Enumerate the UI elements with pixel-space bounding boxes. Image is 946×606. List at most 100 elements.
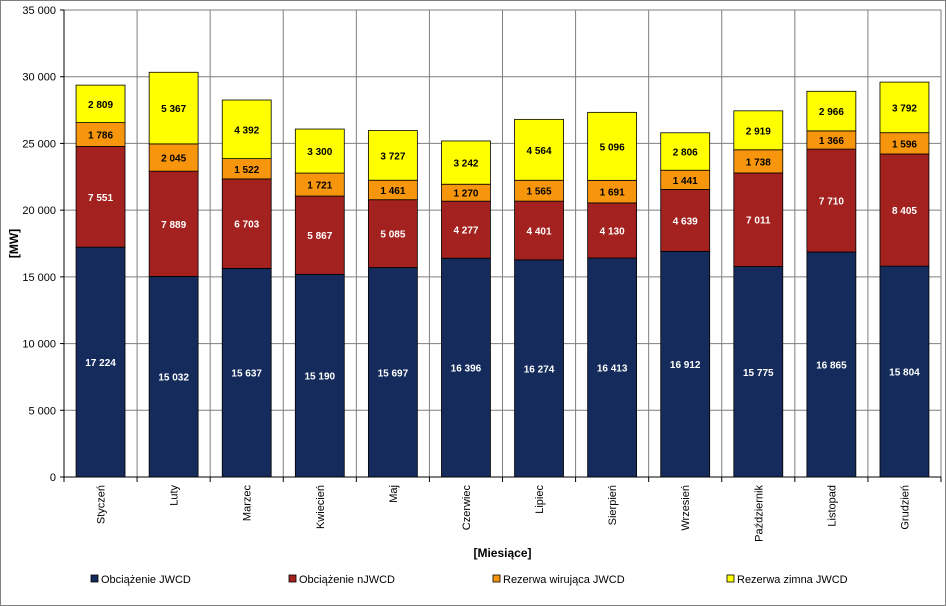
data-label: 7 551	[88, 193, 113, 204]
data-label: 1 270	[453, 189, 478, 200]
legend-label: Rezerwa wirująca JWCD	[503, 574, 625, 586]
data-label: 2 966	[819, 107, 844, 118]
bar-segment	[148, 71, 199, 145]
bar-segment	[221, 178, 272, 269]
bar-segment	[294, 195, 345, 275]
data-label: 1 565	[527, 187, 552, 198]
y-tick-label: 10 000	[22, 339, 56, 351]
legend-swatch	[726, 574, 735, 583]
bar-segment	[441, 140, 491, 185]
data-label: 15 032	[158, 373, 189, 384]
data-label: 5 867	[307, 231, 332, 242]
data-label: 4 639	[673, 216, 698, 227]
bar-segment	[660, 250, 711, 478]
data-label: 7 889	[161, 220, 186, 231]
legend-swatch	[288, 574, 297, 583]
bar-segment	[806, 148, 857, 253]
bar-segment	[221, 267, 272, 478]
data-label: 15 637	[231, 369, 262, 380]
x-tick-label: Luty	[169, 485, 181, 506]
data-label: 15 697	[378, 368, 409, 379]
x-tick-labels: Styczeń Luty Marzec Kwiecień Maj Czerwiec Lipi…	[96, 485, 912, 542]
legend: Obciążenie JWCD Obciążenie nJWCD Rezerwa w…	[90, 574, 848, 586]
data-label: 4 564	[527, 146, 552, 157]
y-tick-label: 20 000	[22, 205, 56, 217]
x-tick-label: Sierpień	[607, 485, 619, 525]
bar-segment	[367, 130, 418, 181]
bar-segment	[221, 99, 272, 160]
bar-segment	[514, 200, 564, 261]
data-label: 16 274	[524, 364, 555, 375]
axes	[63, 10, 941, 478]
data-label: 4 277	[453, 226, 478, 237]
y-tick-label: 35 000	[22, 5, 56, 17]
data-label: 6 703	[234, 220, 259, 231]
legend-label: Rezerwa zimna JWCD	[737, 574, 848, 586]
data-label: 1 441	[673, 176, 698, 187]
data-label: 7 011	[746, 216, 771, 227]
bar-segment	[587, 202, 638, 259]
bar-segment	[75, 84, 126, 124]
legend-label: Obciążenie JWCD	[101, 574, 191, 586]
bar-segment	[587, 111, 638, 181]
data-label: 16 413	[597, 364, 628, 375]
data-label: 3 792	[892, 103, 917, 114]
x-tick-label: Czerwiec	[461, 485, 473, 531]
x-tick-label: Styczeń	[96, 485, 108, 524]
y-tick-label: 30 000	[22, 72, 56, 84]
data-label: 1 721	[307, 181, 332, 192]
data-label: 7 710	[819, 197, 844, 208]
bar-segment	[879, 265, 930, 478]
bar-segment	[733, 266, 784, 478]
bar-segment	[806, 90, 857, 132]
y-tick-label: 0	[50, 472, 56, 484]
data-label: 1 366	[819, 136, 844, 147]
bar-segment	[733, 110, 784, 151]
gridlines	[60, 9, 942, 482]
data-label: 1 738	[746, 157, 771, 168]
data-label: 4 130	[600, 226, 625, 237]
data-label: 5 096	[600, 142, 625, 153]
legend-label: Obciążenie nJWCD	[299, 574, 395, 586]
data-label: 3 300	[307, 147, 332, 158]
bar-segment	[148, 143, 199, 172]
x-axis-title: [Miesiące]	[473, 546, 531, 560]
bar-segment	[587, 257, 638, 478]
bar-segment	[367, 199, 418, 268]
y-tick-label: 5 000	[28, 405, 56, 417]
bar-segment	[75, 146, 126, 248]
bar-segment	[806, 251, 857, 478]
y-tick-labels: 0 5 000 10 000 15 000 20 000 25 000 30 000 35 0…	[22, 5, 56, 484]
x-tick-label: Wrzesień	[680, 485, 692, 531]
y-tick-label: 25 000	[22, 138, 56, 150]
bar-segment	[660, 132, 711, 171]
bar-segment	[148, 276, 199, 478]
bar-segment	[441, 200, 491, 259]
bar-segment	[733, 172, 784, 267]
data-label: 3 727	[380, 151, 405, 162]
data-label: 2 919	[746, 126, 771, 137]
data-label: 1 691	[600, 188, 625, 199]
x-tick-label: Lipiec	[534, 485, 546, 514]
bar-segment	[660, 189, 711, 252]
bar-segment	[294, 128, 345, 174]
bar-segment	[441, 257, 491, 478]
data-label: 1 596	[892, 139, 917, 150]
x-tick-label: Maj	[388, 485, 400, 503]
data-label: 15 190	[304, 372, 335, 383]
y-axis-title: [MW]	[7, 229, 21, 258]
bar-segment	[367, 267, 418, 478]
data-label: 16 912	[670, 360, 701, 371]
data-label: 4 392	[234, 125, 259, 136]
data-label: 17 224	[85, 358, 116, 369]
data-label: 15 804	[889, 368, 920, 379]
bar-segment	[514, 118, 564, 181]
x-tick-label: Listopad	[826, 485, 838, 527]
data-label: 1 522	[234, 165, 259, 176]
data-label: 1 461	[380, 186, 405, 197]
bar-segment	[879, 153, 930, 267]
data-label: 5 367	[161, 104, 186, 115]
legend-swatch	[90, 574, 99, 583]
